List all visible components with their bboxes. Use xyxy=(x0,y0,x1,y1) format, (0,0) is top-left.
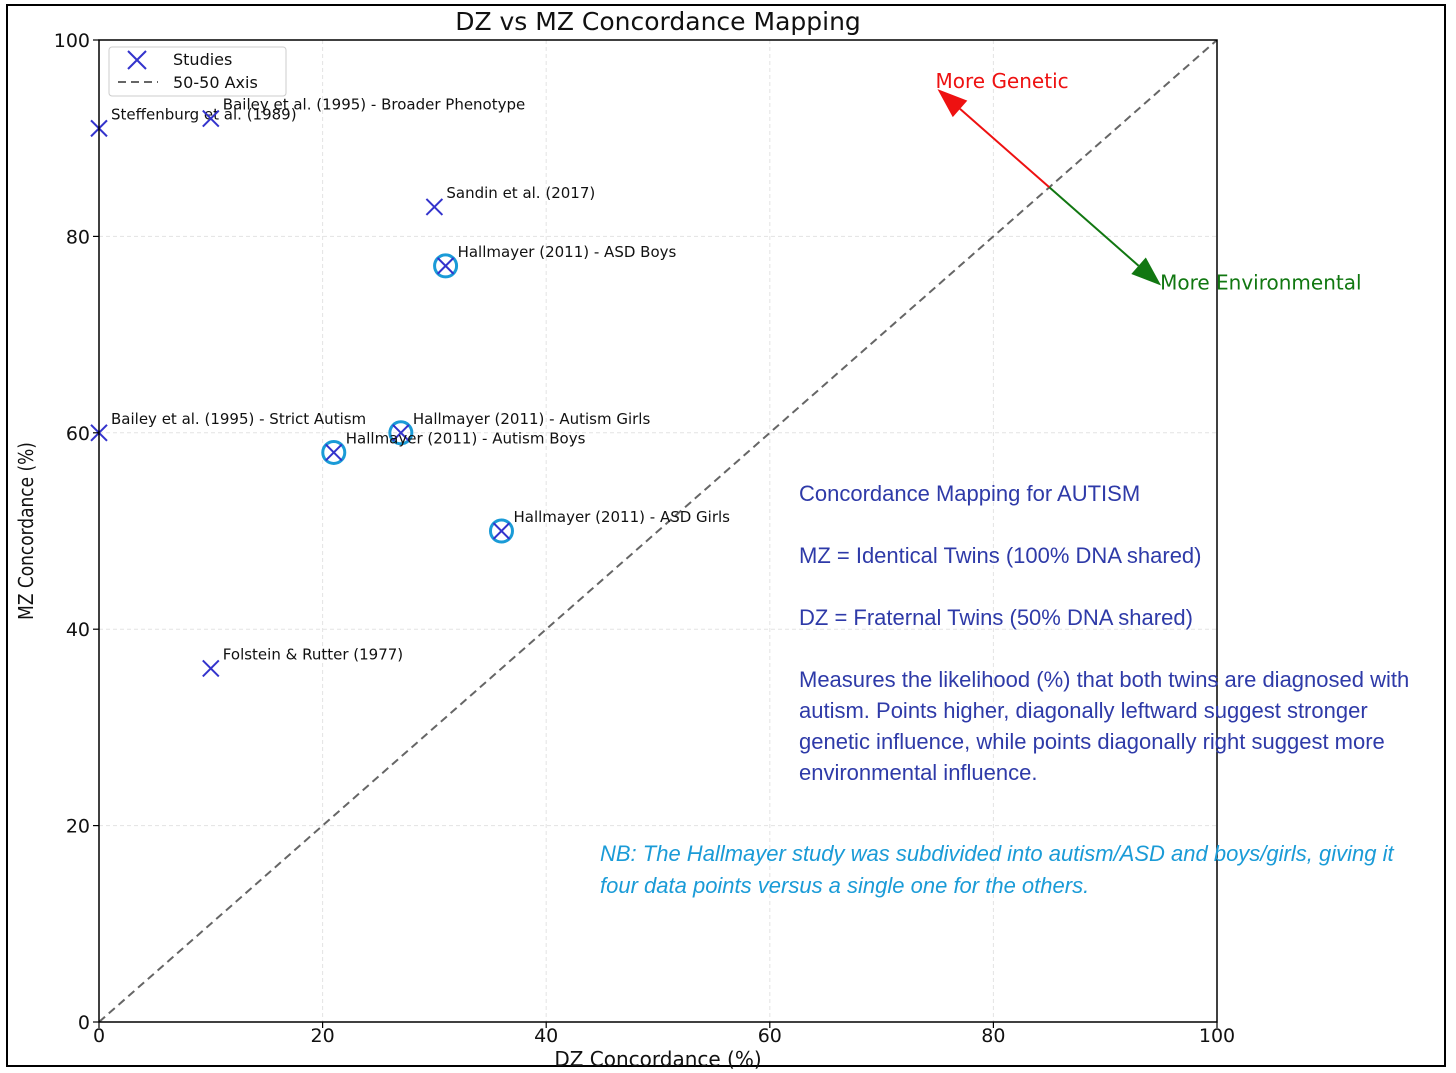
reference-line-50-50 xyxy=(99,40,1218,1022)
y-tick-label: 100 xyxy=(54,30,90,52)
info-mz-definition: MZ = Identical Twins (100% DNA shared) xyxy=(799,543,1202,568)
data-point: Bailey et al. (1995) - Strict Autism xyxy=(90,410,366,442)
figure-frame xyxy=(6,4,1446,1067)
highlight-circle xyxy=(388,420,414,446)
x-axis-label: DZ Concordance (%) xyxy=(554,1047,761,1071)
highlight-circle xyxy=(321,439,347,465)
data-point: Bailey et al. (1995) - Broader Phenotype xyxy=(202,96,525,128)
genetic-arrow-shaft xyxy=(959,108,1050,189)
genetic-arrow-head-icon xyxy=(937,89,968,118)
x-marker-stroke xyxy=(202,659,220,678)
legend-box xyxy=(108,46,287,97)
environmental-arrow-shaft xyxy=(1048,186,1140,267)
data-point: Hallmayer (2011) - Autism Boys xyxy=(321,429,586,465)
y-tick-label: 80 xyxy=(66,226,90,248)
axis-ticks: 0 20 40 60 80 100 0 20 40 60 80 100 xyxy=(54,30,1235,1047)
y-axis-label: MZ Concordance (%) xyxy=(16,442,39,620)
x-tick-label: 80 xyxy=(981,1025,1005,1047)
point-label: Hallmayer (2011) - Autism Girls xyxy=(413,410,651,428)
points-layer: Steffenburg et al. (1989)Bailey et al. (… xyxy=(90,96,730,678)
arrow-layer: More Genetic More Environmental xyxy=(936,69,1362,294)
y-tick-label: 40 xyxy=(66,619,90,641)
nb-note: NB: The Hallmayer study was subdivided i… xyxy=(600,841,1394,898)
legend: Studies 50-50 Axis xyxy=(108,46,287,97)
point-label: Hallmayer (2011) - ASD Boys xyxy=(458,243,677,261)
data-point: Sandin et al. (2017) xyxy=(425,184,595,216)
highlight-circle xyxy=(488,518,514,544)
x-marker-stroke xyxy=(392,424,410,442)
y-tick-label: 60 xyxy=(66,423,90,445)
data-point: Hallmayer (2011) - ASD Boys xyxy=(433,243,677,279)
x-marker-stroke xyxy=(202,109,220,128)
x-marker-stroke xyxy=(325,443,343,462)
info-box: Concordance Mapping for AUTISM MZ = Iden… xyxy=(799,478,1439,819)
info-title: Concordance Mapping for AUTISM xyxy=(799,481,1141,506)
info-description: Measures the likelihood (%) that both tw… xyxy=(799,667,1410,785)
point-label: Bailey et al. (1995) - Broader Phenotype xyxy=(223,96,525,114)
chart-title: DZ vs MZ Concordance Mapping xyxy=(455,7,861,36)
genetic-arrow-label: More Genetic xyxy=(936,69,1069,93)
point-label: Hallmayer (2011) - ASD Girls xyxy=(513,508,730,526)
x-tick-label: 100 xyxy=(1199,1025,1235,1047)
legend-marker-x-icon xyxy=(127,50,147,70)
data-point: Hallmayer (2011) - ASD Girls xyxy=(488,508,730,544)
reference-line-layer xyxy=(99,40,1218,1022)
x-tick-label: 20 xyxy=(311,1025,335,1047)
x-tick-label: 0 xyxy=(93,1025,105,1047)
legend-label-studies: Studies xyxy=(173,50,232,69)
point-label: Hallmayer (2011) - Autism Boys xyxy=(346,429,586,447)
point-label: Sandin et al. (2017) xyxy=(446,184,595,202)
point-label: Steffenburg et al. (1989) xyxy=(111,105,297,123)
y-tick-label: 0 xyxy=(78,1012,90,1034)
data-point: Hallmayer (2011) - Autism Girls xyxy=(388,410,651,446)
plot-area-border xyxy=(98,39,1218,1023)
legend-label-axis: 50-50 Axis xyxy=(173,73,258,92)
x-tick-label: 40 xyxy=(534,1025,558,1047)
data-point: Folstein & Rutter (1977) xyxy=(202,645,403,678)
x-marker-stroke xyxy=(425,198,444,216)
grid-lines xyxy=(99,40,1217,1022)
highlight-circle xyxy=(433,253,459,279)
info-dz-definition: DZ = Fraternal Twins (50% DNA shared) xyxy=(799,605,1193,630)
environmental-arrow-head-icon xyxy=(1131,257,1162,286)
x-marker-stroke xyxy=(492,522,511,540)
point-label: Bailey et al. (1995) - Strict Autism xyxy=(111,410,366,428)
x-marker-stroke xyxy=(436,257,455,275)
y-tick-label: 20 xyxy=(66,816,90,838)
environmental-arrow-label: More Environmental xyxy=(1160,271,1361,295)
point-label: Folstein & Rutter (1977) xyxy=(223,645,403,663)
x-tick-label: 60 xyxy=(758,1025,782,1047)
